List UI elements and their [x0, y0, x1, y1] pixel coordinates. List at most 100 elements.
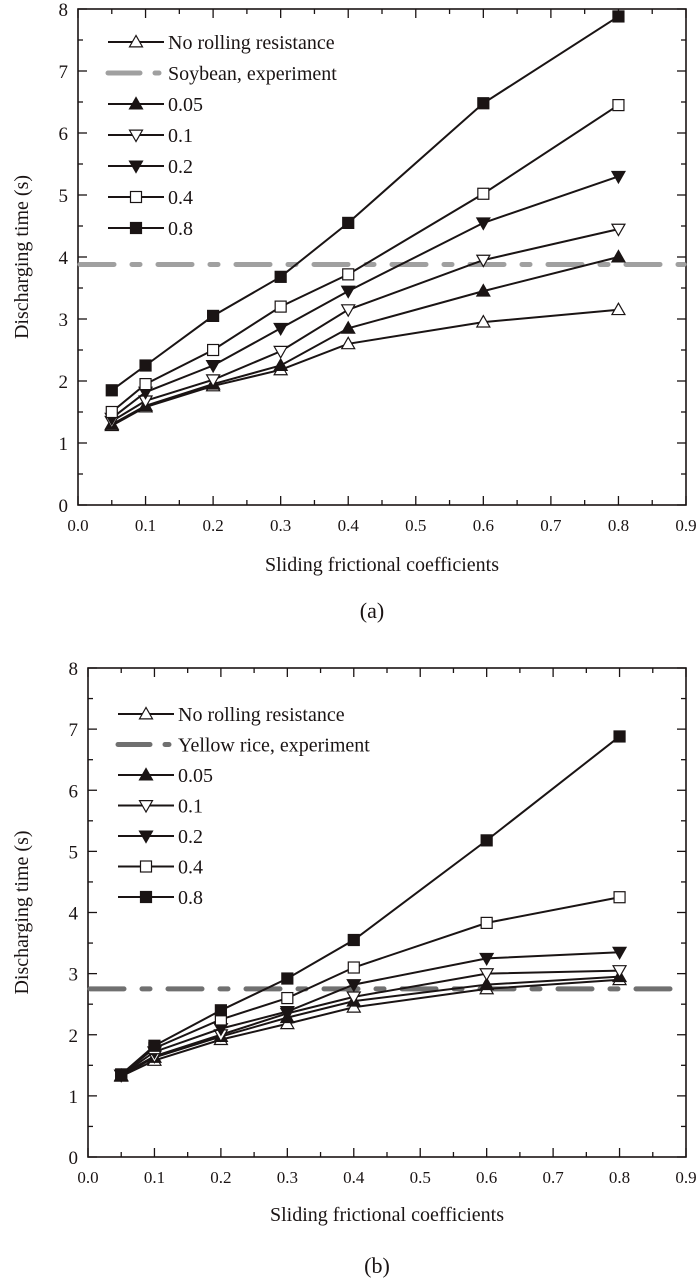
legend-marker: [138, 800, 154, 814]
legend-marker: [138, 706, 154, 720]
data-point: [105, 405, 118, 419]
legend-label: No rolling resistance: [168, 32, 335, 54]
series-0-2: [113, 946, 628, 1083]
data-point: [475, 254, 491, 268]
x-tick-label: 0.0: [77, 1168, 98, 1187]
panel-label: (a): [360, 598, 384, 623]
series-0-05: [104, 249, 626, 430]
legend-label: 0.4: [178, 857, 203, 879]
y-tick-label: 6: [59, 124, 69, 145]
series-0-8: [105, 10, 625, 397]
x-tick-label: 0.5: [410, 1168, 431, 1187]
data-point: [139, 359, 152, 372]
series-0-4: [115, 891, 626, 1081]
series-0-8: [115, 730, 626, 1081]
legend-marker: [139, 890, 153, 904]
series-line: [120, 951, 620, 1076]
y-tick-label: 4: [69, 904, 79, 925]
legend-item: No rolling resistance: [108, 32, 335, 54]
series-0-2: [104, 170, 626, 426]
data-point: [281, 972, 294, 985]
legend-item: 0.8: [118, 887, 203, 909]
legend-item: Yellow rice, experiment: [115, 735, 370, 757]
data-point: [475, 283, 491, 297]
data-point: [139, 378, 152, 391]
x-tick-label: 0.2: [210, 1168, 231, 1187]
y-tick-label: 0: [59, 496, 69, 517]
legend-label: 0.05: [178, 765, 213, 787]
y-tick-label: 7: [69, 720, 79, 741]
y-axis: 0 1 2 3 4 5 6 7 8: [59, 0, 686, 517]
legend-item: Soybean, experiment: [105, 63, 337, 85]
x-tick-label: 0.4: [338, 516, 360, 535]
series-line: [120, 975, 620, 1077]
x-tick-label: 0.9: [675, 516, 696, 535]
data-point: [479, 968, 495, 982]
legend-label: 0.2: [178, 826, 203, 848]
x-tick-label: 0.6: [476, 1168, 497, 1187]
y-tick-label: 3: [59, 310, 69, 331]
series-line: [111, 175, 619, 419]
y-tick-label: 2: [69, 1026, 79, 1047]
data-point: [479, 952, 495, 967]
data-point: [205, 374, 221, 388]
x-tick-label: 0.2: [202, 516, 223, 535]
data-point: [612, 965, 628, 979]
x-axis-title: Sliding frictional coefficients: [265, 554, 499, 576]
data-point: [274, 300, 287, 313]
data-point: [273, 322, 289, 337]
series-line: [111, 104, 619, 413]
y-tick-label: 4: [59, 248, 69, 269]
series-0-1: [104, 223, 626, 430]
data-point: [340, 285, 356, 299]
series-no-rolling-resistance: [104, 301, 626, 432]
legend-item: No rolling resistance: [118, 704, 345, 726]
legend-label: 0.2: [168, 156, 193, 178]
series-0-1: [113, 965, 628, 1083]
y-tick-label: 3: [69, 965, 79, 986]
data-point: [205, 360, 221, 374]
data-point: [475, 314, 491, 328]
series-line: [111, 308, 619, 427]
chart-b: 0.0 0.1 0.2 0.3 0.4 0.5 0.6 0.7 0.8 0.9 0 1 2 3 4 5 6 7 8 S…: [11, 659, 697, 1278]
data-point: [479, 976, 495, 991]
data-point: [610, 223, 626, 237]
legend-marker: [128, 129, 144, 143]
data-point: [279, 1006, 295, 1020]
legend-item: 0.4: [108, 187, 193, 209]
legend-marker: [139, 860, 153, 873]
legend-marker: [138, 830, 154, 844]
data-point: [281, 991, 294, 1005]
x-tick-label: 0.3: [277, 1168, 298, 1187]
legend-marker: [129, 190, 143, 204]
legend-item: 0.2: [108, 156, 193, 178]
legend-label: Soybean, experiment: [168, 63, 337, 85]
legend-item: 0.4: [118, 857, 203, 879]
y-tick-label: 8: [69, 659, 79, 680]
legend-marker: [128, 160, 144, 174]
x-tick-label: 0.5: [405, 516, 426, 535]
x-axis: 0.0 0.1 0.2 0.3 0.4 0.5 0.6 0.7 0.8 0.9: [67, 9, 697, 535]
legend-label: Yellow rice, experiment: [178, 735, 370, 757]
legend-item: 0.05: [118, 765, 213, 787]
data-point: [273, 345, 289, 359]
series-0-4: [105, 98, 625, 419]
legend: No rolling resistance Yellow rice, experi…: [115, 704, 370, 909]
data-point: [340, 336, 356, 350]
data-point: [214, 1004, 227, 1017]
x-axis: 0.0 0.1 0.2 0.3 0.4 0.5 0.6 0.7 0.8 0.9: [77, 668, 697, 1187]
data-point: [207, 343, 220, 357]
y-tick-label: 5: [59, 186, 69, 207]
data-point: [612, 98, 625, 112]
data-point: [342, 268, 355, 281]
data-point: [610, 249, 626, 263]
legend-marker: [128, 34, 144, 48]
data-point: [273, 357, 289, 371]
y-tick-label: 6: [69, 781, 79, 802]
data-point: [105, 384, 118, 397]
legend-marker: [129, 221, 143, 235]
legend: No rolling resistance Soybean, experiment…: [105, 32, 337, 240]
data-point: [477, 187, 490, 200]
data-point: [347, 933, 360, 947]
data-point: [613, 730, 626, 743]
